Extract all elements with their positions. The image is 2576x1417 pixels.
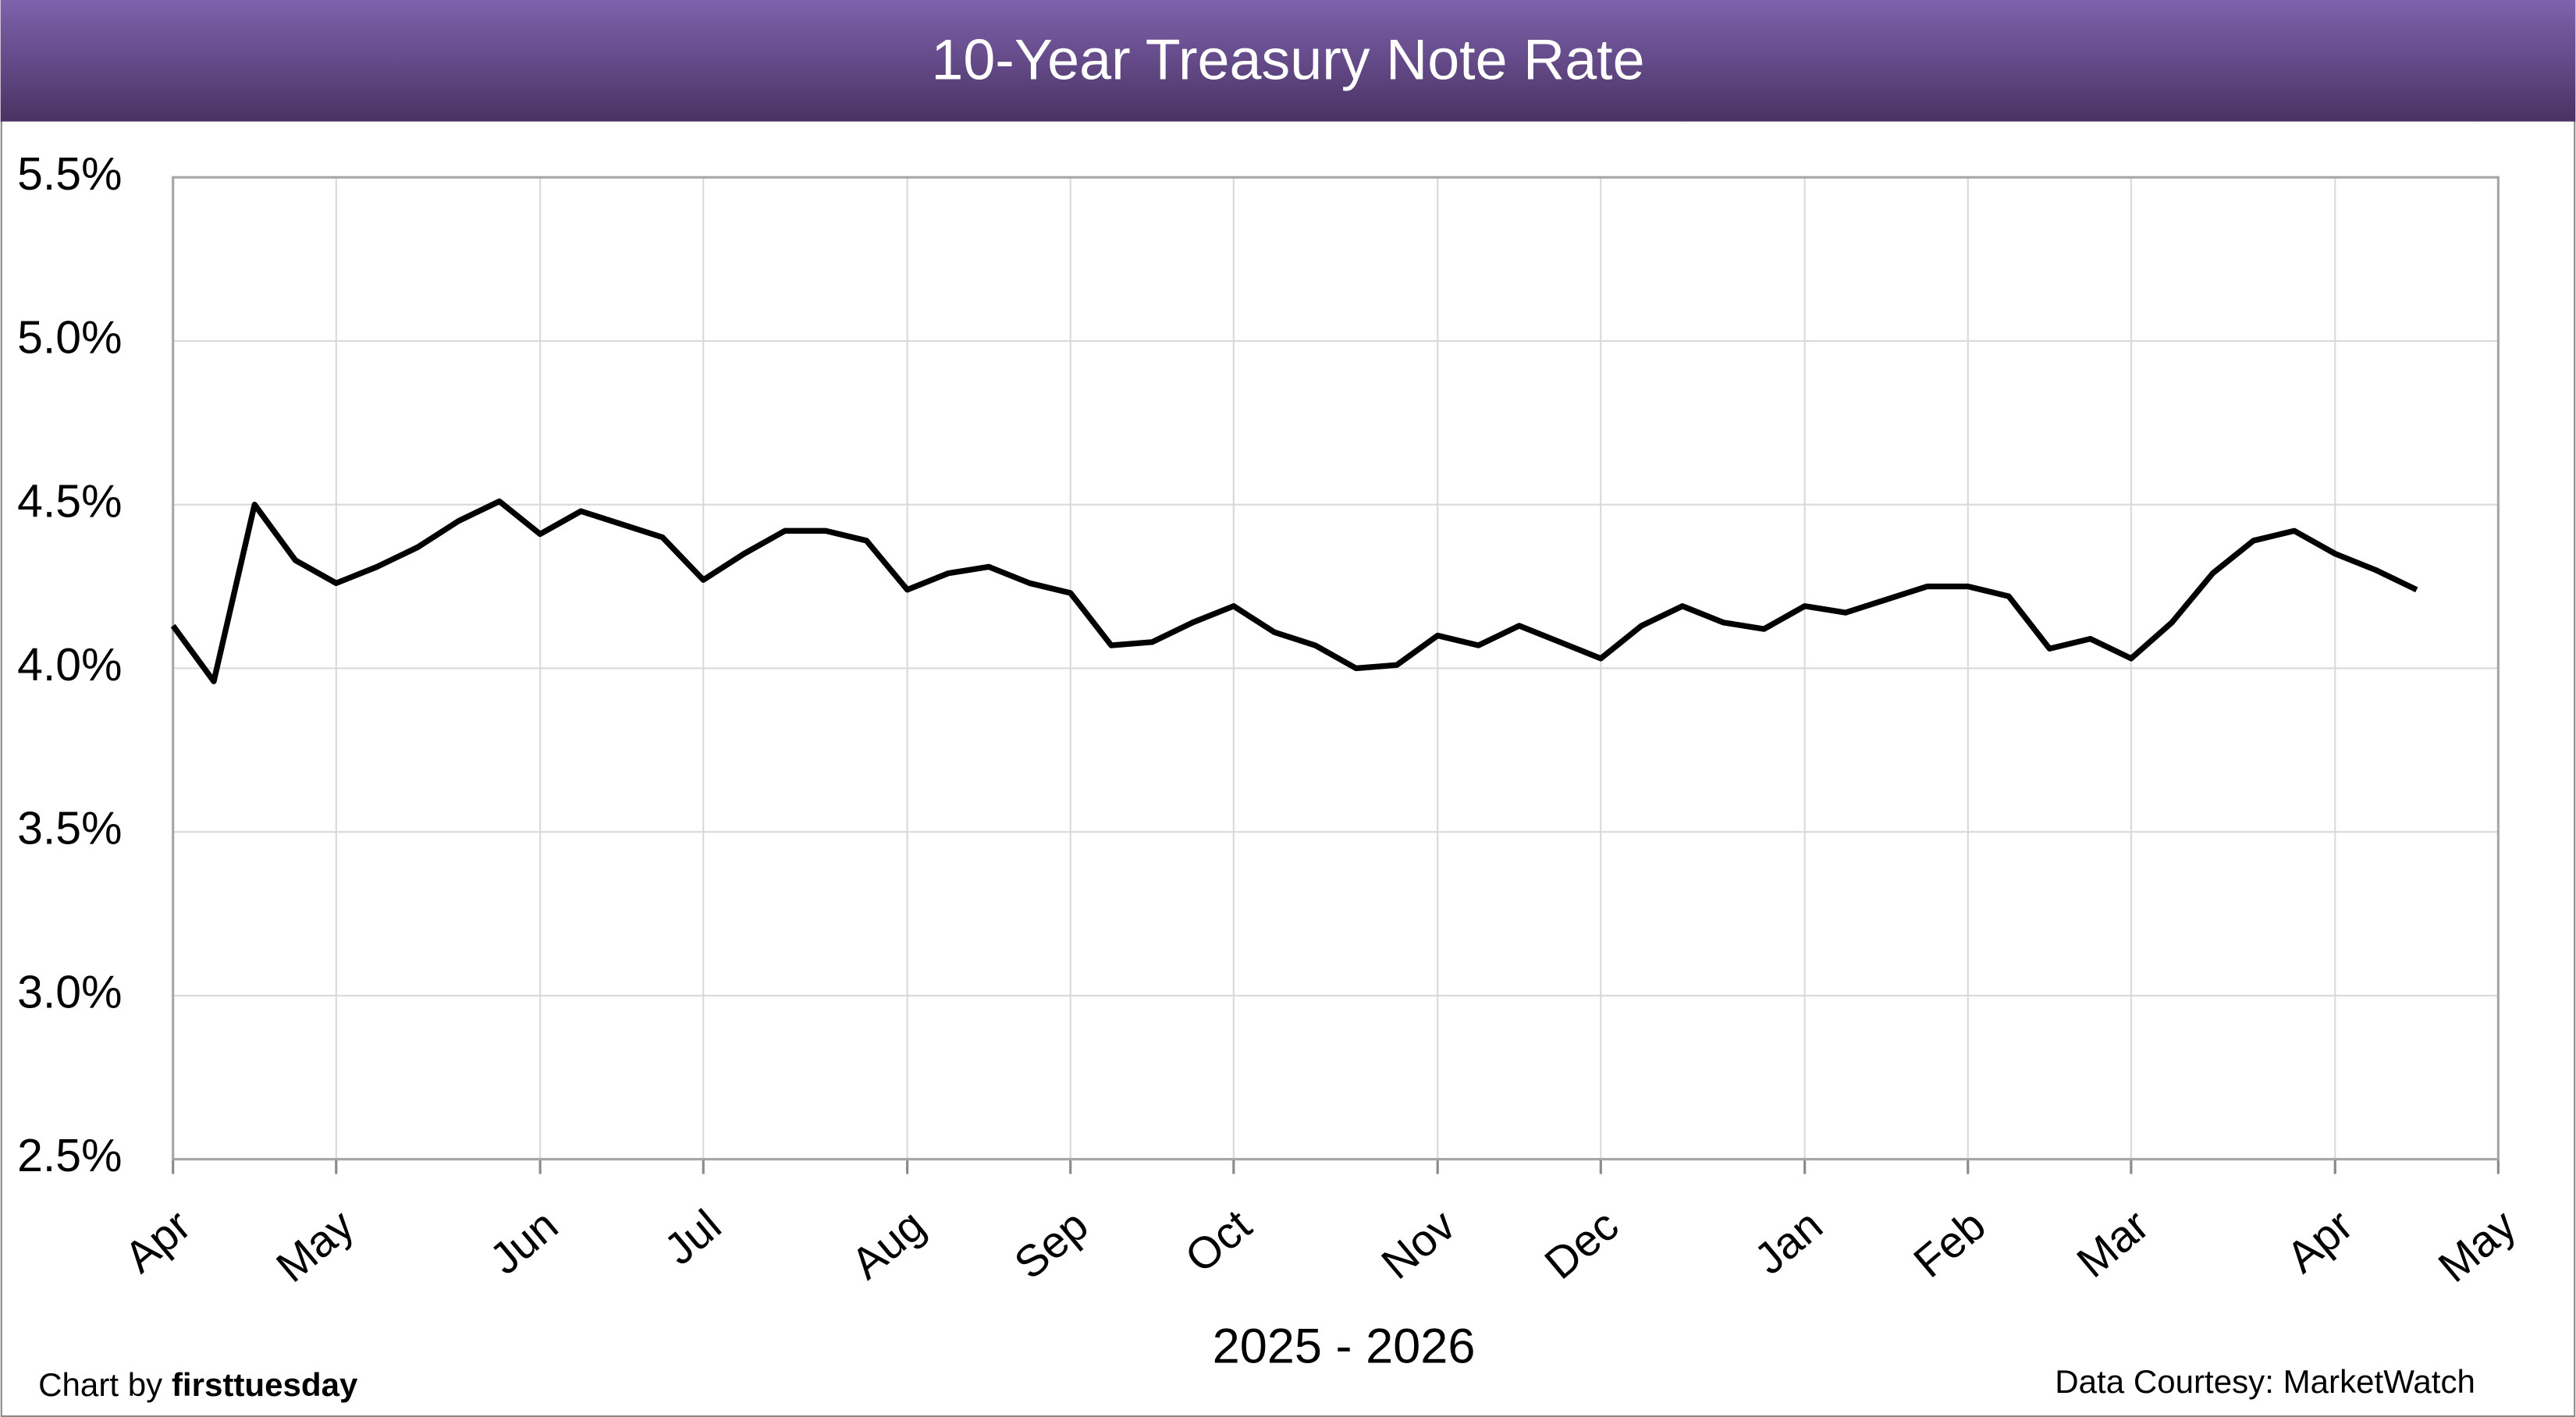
y-tick-label: 5.0% [17,313,122,364]
plot-border [172,176,2500,1161]
y-tick-label: 2.5% [17,1131,122,1181]
y-tick-label: 3.0% [17,967,122,1017]
x-axis-label: 2025 - 2026 [1213,1319,1476,1373]
credit-name: firsttuesday [172,1366,358,1403]
y-tick-label: 4.5% [17,476,122,527]
y-tick-label: 5.5% [17,149,122,200]
line-series [170,498,2418,684]
source: Data Courtesy: MarketWatch [2055,1363,2475,1400]
credit-prefix: Chart by [38,1366,162,1403]
y-tick-label: 4.0% [17,640,122,691]
credit: Chart by firsttuesday [38,1366,358,1403]
chart-title: 10-Year Treasury Note Rate [931,27,1644,92]
y-tick-label: 3.5% [17,804,122,854]
header [0,0,2576,122]
